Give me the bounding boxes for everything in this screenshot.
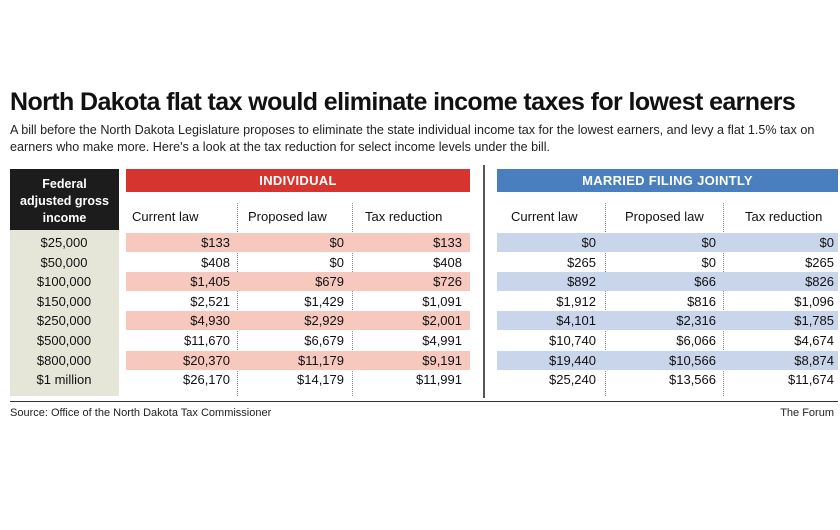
column-separator (605, 203, 606, 396)
joint-cell: $13,566 (669, 372, 716, 388)
row-band-joint (497, 350, 838, 370)
joint-cell: $265 (567, 254, 596, 270)
joint-cell: $10,740 (549, 333, 596, 348)
individual-cell: $4,930 (190, 313, 230, 329)
column-separator (723, 203, 724, 396)
joint-cell: $1,912 (556, 293, 596, 309)
joint-cell: $0 (701, 235, 716, 250)
col-header-joint-proposed: Proposed law (625, 209, 704, 224)
column-separator (237, 203, 238, 396)
individual-cell: $408 (201, 254, 230, 270)
row-band-individual (126, 272, 470, 292)
individual-cell: $2,929 (304, 313, 344, 329)
individual-cell: $133 (201, 235, 230, 250)
income-column-background (10, 230, 119, 396)
income-header-line: adjusted gross (20, 194, 109, 208)
joint-cell: $2,316 (676, 313, 716, 329)
individual-cell: $2,521 (190, 293, 230, 309)
joint-cell: $11,674 (787, 372, 834, 388)
joint-cell: $4,674 (794, 333, 834, 348)
group-header-individual: INDIVIDUAL (126, 169, 470, 192)
col-header-joint-current: Current law (511, 209, 578, 224)
row-band-individual (126, 233, 470, 252)
income-label: $50,000 (40, 254, 88, 270)
row-band-individual (126, 350, 470, 370)
individual-cell: $11,670 (183, 333, 230, 348)
group-header-married-filing-jointly: MARRIED FILING JOINTLY (497, 169, 838, 192)
footer-rule (10, 401, 838, 402)
joint-cell: $0 (701, 254, 716, 270)
individual-cell: $6,679 (304, 333, 344, 348)
individual-cell: $0 (329, 235, 344, 250)
individual-cell: $26,170 (183, 372, 230, 388)
column-separator (352, 203, 353, 396)
joint-cell: $25,240 (549, 372, 596, 388)
individual-cell: $4,991 (422, 333, 462, 348)
individual-cell: $679 (315, 274, 344, 290)
individual-cell: $11,179 (297, 352, 344, 368)
income-label: $500,000 (36, 333, 92, 348)
source-note: Source: Office of the North Dakota Tax C… (10, 407, 272, 419)
individual-cell: $726 (433, 274, 462, 290)
joint-cell: $4,101 (556, 313, 596, 329)
joint-cell: $66 (694, 274, 716, 290)
joint-cell: $816 (687, 293, 716, 309)
joint-cell: $1,096 (794, 293, 834, 309)
income-column-header: Federal adjusted gross income (10, 169, 119, 230)
joint-cell: $892 (567, 274, 596, 290)
row-band-joint (497, 272, 838, 292)
income-label: $150,000 (36, 293, 92, 309)
income-label: $800,000 (36, 352, 92, 368)
income-label: $25,000 (40, 235, 88, 250)
joint-cell: $0 (819, 235, 834, 250)
income-label: $100,000 (36, 274, 92, 290)
row-band-individual (126, 311, 470, 331)
joint-cell: $19,440 (549, 352, 596, 368)
joint-cell: $265 (805, 254, 834, 270)
individual-cell: $408 (433, 254, 462, 270)
chart-title: North Dakota flat tax would eliminate in… (10, 88, 796, 116)
joint-cell: $8,874 (794, 352, 834, 368)
individual-cell: $2,001 (422, 313, 462, 329)
row-band-joint (497, 233, 838, 252)
individual-cell: $0 (329, 254, 344, 270)
chart-subtitle: A bill before the North Dakota Legislatu… (10, 123, 815, 154)
individual-cell: $1,091 (422, 293, 462, 309)
joint-cell: $826 (805, 274, 834, 290)
row-band-joint (497, 311, 838, 331)
joint-cell: $10,566 (669, 352, 716, 368)
joint-cell: $0 (581, 235, 596, 250)
group-divider (483, 165, 485, 398)
credit-note: The Forum (780, 407, 834, 419)
joint-cell: $1,785 (794, 313, 834, 329)
col-header-individual-reduction: Tax reduction (365, 209, 443, 224)
col-header-individual-proposed: Proposed law (248, 209, 327, 224)
individual-cell: $9,191 (422, 352, 462, 368)
col-header-individual-current: Current law (132, 209, 199, 224)
col-header-joint-reduction: Tax reduction (745, 209, 823, 224)
income-label: $250,000 (36, 313, 92, 329)
individual-cell: $11,991 (415, 372, 462, 388)
income-label: $1 million (36, 372, 92, 388)
individual-cell: $1,405 (190, 274, 230, 290)
joint-cell: $6,066 (676, 333, 716, 348)
individual-cell: $20,370 (183, 352, 230, 368)
income-header-line: Federal (42, 177, 87, 191)
individual-cell: $14,179 (297, 372, 344, 388)
income-header-line: income (42, 211, 87, 225)
individual-cell: $133 (433, 235, 462, 250)
individual-cell: $1,429 (304, 293, 344, 309)
